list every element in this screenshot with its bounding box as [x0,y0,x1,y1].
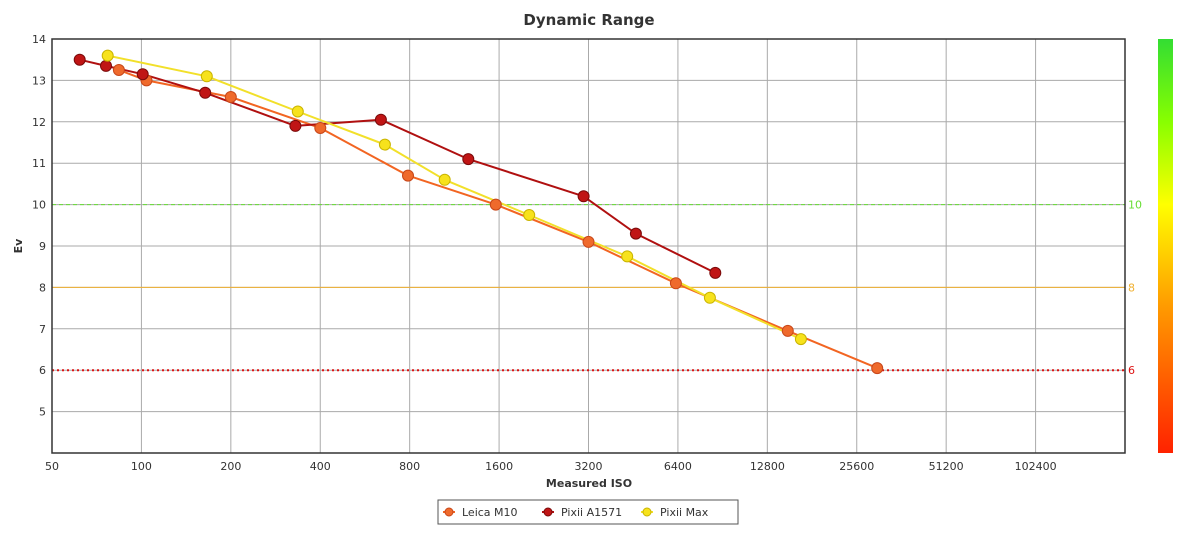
data-point [291,105,304,118]
data-point [289,119,302,132]
legend-box [437,499,739,525]
x-tick-label: 51200 [929,460,964,473]
y-tick-label: 5 [39,406,46,419]
legend: Leica M10 Pixii A1571 Pixii Max [437,499,739,525]
data-point [314,122,327,134]
series-layer [73,49,884,375]
y-tick-label: 11 [32,157,46,170]
data-point [629,227,642,240]
x-tick-label: 1600 [485,460,513,473]
data-point [112,64,125,76]
y-tick-label: 9 [39,240,46,253]
reference-label-8: 8 [1128,281,1135,294]
y-tick-label: 13 [32,74,46,87]
data-point [462,153,475,166]
y-tick-label: 8 [39,281,46,294]
data-point [101,49,114,62]
series-line-1 [79,58,716,274]
data-point [374,113,387,126]
data-point [523,209,536,221]
data-point [199,86,212,99]
colorbar [1158,39,1173,453]
legend-label: Pixii A1571 [561,506,622,519]
data-point [402,169,414,182]
data-point [669,277,682,290]
data-point [438,173,451,186]
x-tick-label: 25600 [839,460,874,473]
x-tick-label: 12800 [750,460,785,473]
data-point [781,324,794,337]
data-point [703,291,716,304]
x-tick-label: 100 [131,460,152,473]
data-point [378,138,391,151]
data-point [621,250,634,263]
y-tick-label: 12 [32,116,46,129]
legend-swatch-marker [642,507,652,517]
y-tick-label: 7 [39,323,46,336]
reference-label-10: 10 [1128,199,1142,212]
legend-label: Pixii Max [660,506,709,519]
data-point [100,59,112,72]
data-point [871,362,884,375]
x-tick-label: 6400 [664,460,692,473]
chart-title: Dynamic Range [523,11,654,29]
x-tick-label: 3200 [575,460,603,473]
data-point [200,70,213,83]
legend-label: Leica M10 [462,506,518,519]
y-tick-label: 14 [32,33,46,46]
data-point [577,190,590,203]
series-line-2 [107,54,802,341]
data-point [73,53,86,66]
data-point [709,266,722,279]
y-axis-label: Ev [12,238,25,254]
x-tick-label: 800 [399,460,420,473]
x-tick-label: 200 [220,460,241,473]
data-point [582,235,595,248]
data-point [224,91,237,103]
data-point [489,198,502,211]
legend-swatch-marker [543,507,553,517]
x-tick-label: 400 [310,460,331,473]
reference-label-6: 6 [1128,364,1135,377]
x-tick-label: 102400 [1015,460,1057,473]
y-tick-label: 10 [32,199,46,212]
x-tick-label: 50 [45,460,59,473]
data-point [136,68,149,81]
data-point [794,333,807,346]
plot-frame [51,38,1126,454]
y-axis-ticks: 5 6 7 8 9 10 11 12 13 14 [32,33,46,419]
reference-lines: 10 8 6 [52,199,1142,377]
series-line-0 [118,69,878,370]
y-tick-label: 6 [39,364,46,377]
legend-swatch-marker [444,507,454,517]
x-axis-label: Measured ISO [546,477,632,490]
x-axis-ticks: 50 100 200 400 800 1600 3200 6400 12800 25600 5120… [45,460,1057,473]
